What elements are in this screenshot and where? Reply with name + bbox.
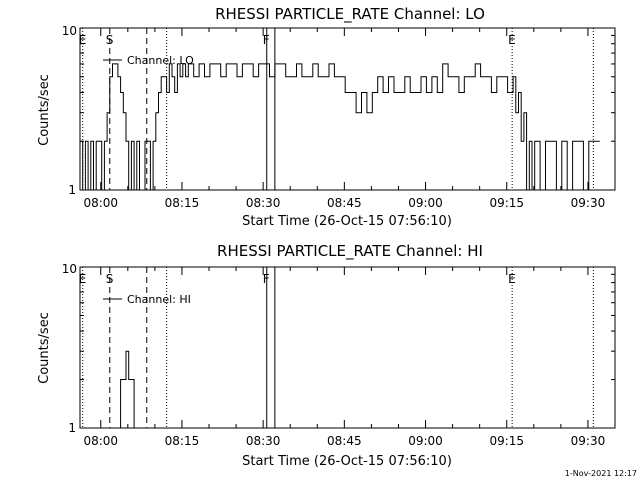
y-axis-label-lo: Counts/sec xyxy=(37,74,52,146)
y-tick-label-hi-top: 10 xyxy=(62,262,77,276)
y-axis-label-hi: Counts/sec xyxy=(37,312,52,384)
panel-lo: RHESSI PARTICLE_RATE Channel: LO Counts/… xyxy=(37,5,616,229)
y-tick-label-lo-bottom: 1 xyxy=(68,183,76,197)
x-tick-label: 08:30 xyxy=(246,434,281,448)
x-tick-label: 09:30 xyxy=(571,434,606,448)
marker-label: S xyxy=(106,33,114,47)
x-tick-label: 08:45 xyxy=(327,196,362,210)
series-line xyxy=(117,350,137,429)
x-tick-label: 09:15 xyxy=(489,196,524,210)
legend-label: Channel: LO xyxy=(127,54,194,67)
series-line xyxy=(80,63,600,191)
marker-label: F xyxy=(263,272,270,286)
plot-frame-hi xyxy=(79,266,616,429)
x-tick-label: 09:00 xyxy=(408,434,443,448)
x-tick-label: 08:00 xyxy=(83,196,118,210)
x-tick-label: 09:30 xyxy=(571,196,606,210)
marker-label: E xyxy=(79,33,87,47)
marker-label: S xyxy=(106,272,114,286)
x-tick-label: 08:15 xyxy=(165,434,200,448)
marker-label: E xyxy=(508,33,516,47)
x-tick-label: 08:45 xyxy=(327,434,362,448)
x-axis-label-hi: Start Time (26-Oct-15 07:56:10) xyxy=(242,454,452,469)
marker-label: E xyxy=(508,272,516,286)
chart-title-lo: RHESSI PARTICLE_RATE Channel: LO xyxy=(215,5,485,24)
x-axis-label-lo: Start Time (26-Oct-15 07:56:10) xyxy=(242,214,452,229)
legend-label: Channel: HI xyxy=(127,293,191,306)
x-tick-label: 08:15 xyxy=(165,196,200,210)
y-tick-label-lo-top: 10 xyxy=(62,24,77,38)
y-tick-label-hi-bottom: 1 xyxy=(68,421,76,435)
marker-label: F xyxy=(263,33,270,47)
chart-title-hi: RHESSI PARTICLE_RATE Channel: HI xyxy=(217,242,483,261)
x-tick-label: 09:00 xyxy=(408,196,443,210)
plot-frame-lo xyxy=(79,27,616,191)
marker-label: E xyxy=(79,272,87,286)
x-tick-label: 08:00 xyxy=(83,434,118,448)
x-tick-label: 08:30 xyxy=(246,196,281,210)
date-stamp: 1-Nov-2021 12:17 xyxy=(565,469,637,478)
x-tick-label: 09:15 xyxy=(489,434,524,448)
panel-hi: RHESSI PARTICLE_RATE Channel: HI Counts/… xyxy=(37,242,616,469)
